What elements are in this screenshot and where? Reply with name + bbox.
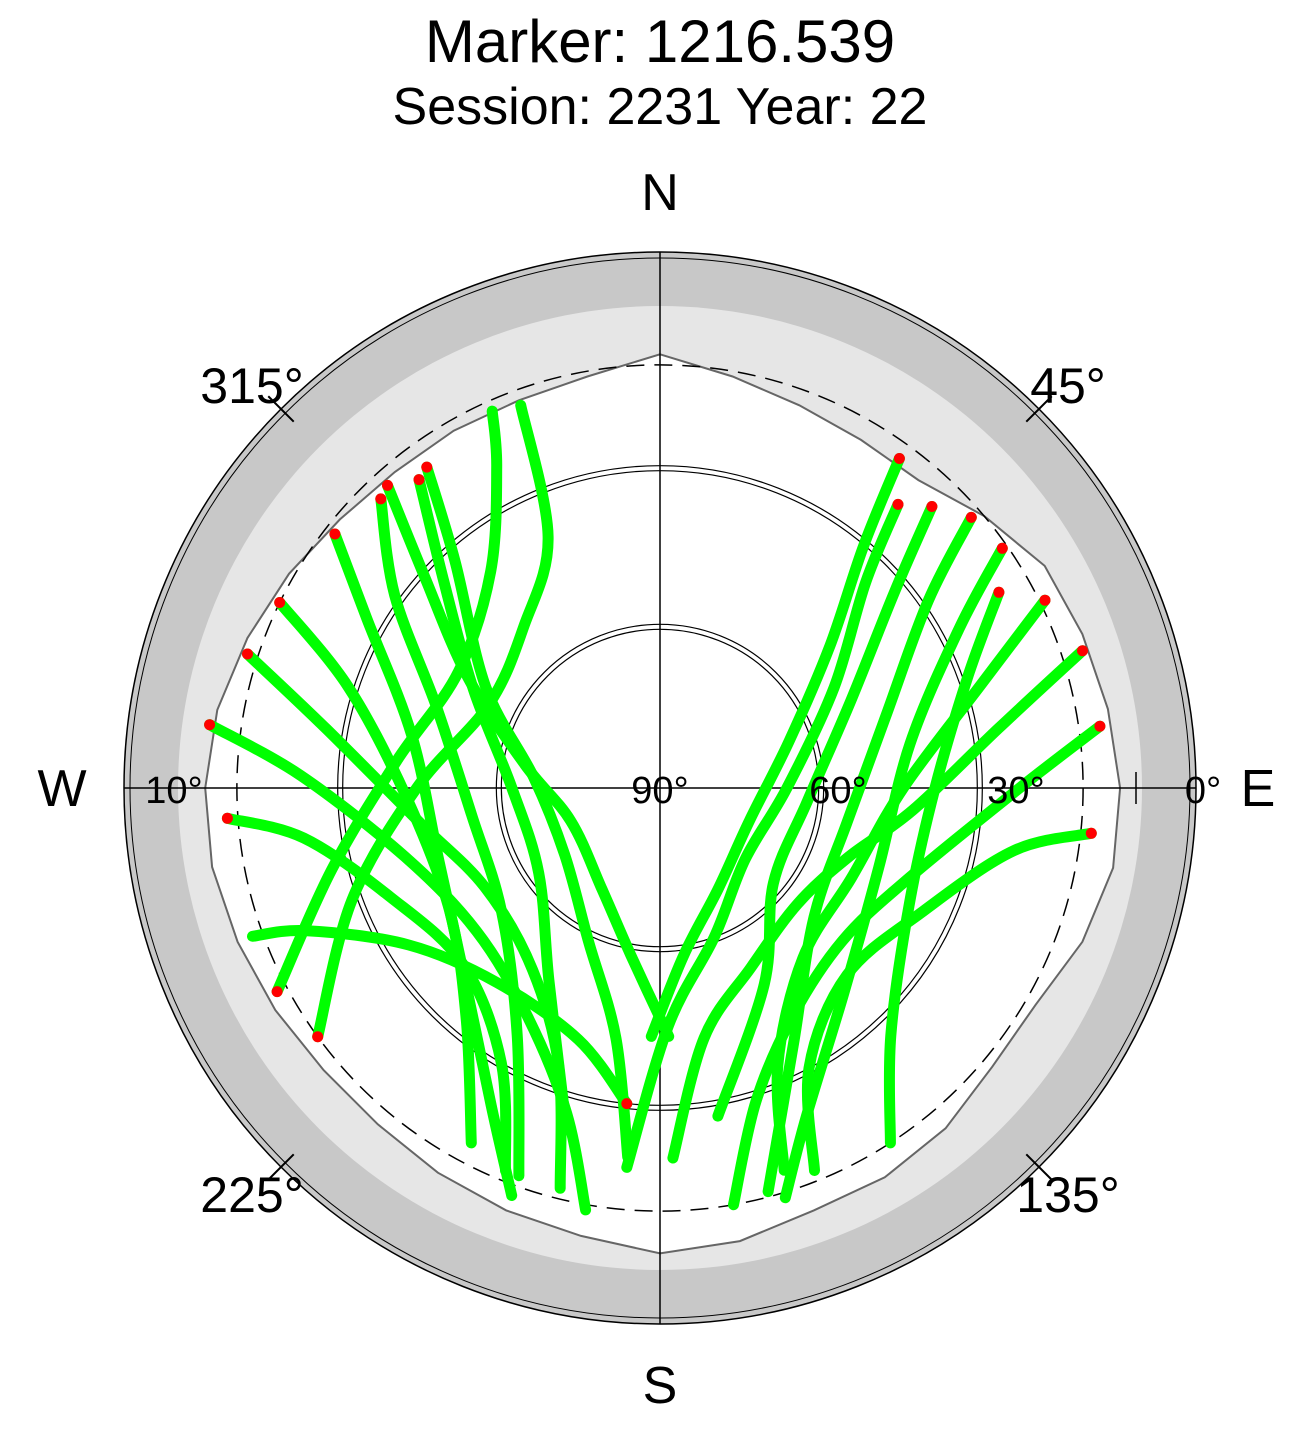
satellite-track-15: [329, 528, 518, 1201]
track-endpoint-14: [375, 493, 387, 505]
satellite-track-20: [312, 399, 554, 1043]
satellite-track-16: [274, 597, 477, 1149]
elevation-label-60: 60°: [809, 770, 866, 812]
satellite-track-8: [728, 720, 1106, 1211]
satellite-track-3: [712, 501, 938, 1122]
satellite-track-4: [762, 511, 977, 1198]
track-endpoint-5: [996, 542, 1008, 554]
track-endpoint-16: [274, 597, 286, 608]
track-endpoint-20: [312, 1031, 324, 1043]
satellite-track-14: [375, 493, 525, 1182]
track-endpoint-11: [382, 479, 393, 491]
azimuth-label-45: 45°: [1030, 358, 1106, 414]
track-endpoint-15: [329, 528, 341, 540]
satellite-track-9: [801, 827, 1097, 1176]
satellite-tracks: [204, 399, 1106, 1216]
track-endpoint-9: [1085, 827, 1097, 839]
azimuth-label-225: 225°: [200, 1167, 303, 1223]
chart-subtitle: Session: 2231 Year: 22: [393, 78, 928, 136]
elevation-label-30: 30°: [987, 770, 1044, 812]
satellite-track-12: [421, 461, 634, 1163]
track-endpoint-6: [993, 586, 1005, 598]
satellite-track-7: [667, 645, 1088, 1164]
satellite-track-6: [883, 586, 1005, 1149]
elevation-label-90: 90°: [631, 770, 688, 812]
track-endpoint-13: [413, 474, 425, 486]
track-endpoint-22: [621, 1098, 633, 1110]
compass-south: S: [643, 1357, 678, 1415]
track-endpoint-1: [893, 453, 905, 464]
track-endpoint-7: [1077, 645, 1088, 657]
azimuth-label-135: 135°: [1016, 1167, 1119, 1223]
track-endpoints: [204, 453, 1106, 1110]
satellite-track-22: [247, 924, 633, 1110]
track-endpoint-2: [892, 498, 904, 510]
compass-east: E: [1241, 760, 1276, 818]
satellite-track-13: [413, 474, 571, 1124]
chart-title: Marker: 1216.539: [425, 8, 895, 75]
track-endpoint-10: [1039, 594, 1051, 606]
satellite-track-10: [771, 594, 1051, 1176]
azimuth-tick-45: [1025, 395, 1053, 423]
satellite-track-21: [271, 405, 503, 998]
elevation-label-0: 0°: [1185, 770, 1221, 812]
track-endpoint-4: [965, 511, 977, 523]
track-endpoint-17: [242, 648, 253, 660]
track-endpoint-12: [421, 461, 433, 473]
azimuth-tick-225: [267, 1153, 295, 1181]
satellite-track-1: [645, 453, 905, 1042]
track-endpoint-19: [221, 812, 233, 824]
satellite-track-17: [242, 648, 567, 1194]
track-endpoint-8: [1094, 720, 1106, 732]
track-endpoint-3: [926, 501, 938, 512]
compass-north: N: [641, 164, 679, 222]
azimuth-tick-315: [267, 395, 295, 423]
compass-west: W: [37, 760, 86, 818]
elevation-label-10: 10°: [145, 770, 202, 812]
track-endpoint-21: [271, 986, 283, 998]
azimuth-tick-135: [1025, 1153, 1053, 1181]
satellite-track-19: [221, 812, 512, 1176]
satellite-track-18: [204, 719, 592, 1216]
azimuth-label-315: 315°: [200, 358, 303, 414]
track-endpoint-18: [204, 719, 216, 731]
